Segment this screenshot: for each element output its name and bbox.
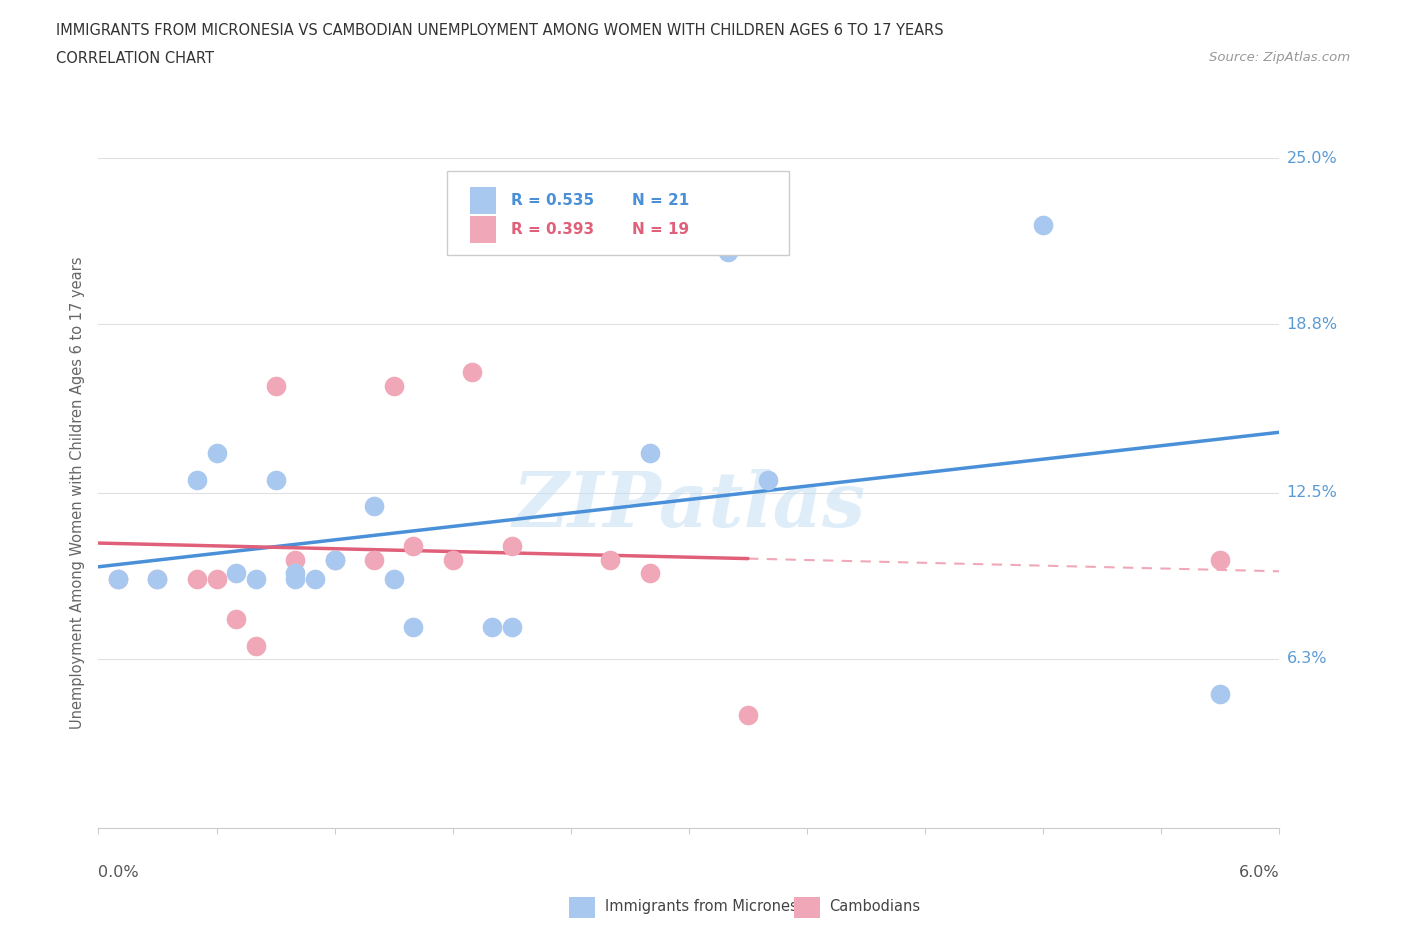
Text: ZIPatlas: ZIPatlas (512, 470, 866, 543)
Text: Source: ZipAtlas.com: Source: ZipAtlas.com (1209, 51, 1350, 64)
Point (1209, 552, 1232, 567)
Point (382, 571, 405, 586)
Point (737, 708, 759, 723)
Text: R = 0.535: R = 0.535 (510, 193, 593, 207)
Point (441, 552, 464, 567)
Point (402, 539, 425, 554)
Point (304, 571, 326, 586)
Point (481, 619, 503, 634)
Point (146, 571, 169, 586)
Text: N = 19: N = 19 (633, 222, 689, 237)
Point (461, 365, 484, 379)
Point (363, 498, 385, 513)
Point (756, 472, 779, 487)
Point (245, 638, 267, 653)
Bar (471, 217, 496, 243)
Point (107, 571, 129, 586)
Point (284, 565, 307, 580)
Point (323, 552, 346, 567)
Text: IMMIGRANTS FROM MICRONESIA VS CAMBODIAN UNEMPLOYMENT AMONG WOMEN WITH CHILDREN A: IMMIGRANTS FROM MICRONESIA VS CAMBODIAN … (56, 23, 943, 38)
Text: 0.0%: 0.0% (98, 865, 139, 880)
Point (186, 472, 208, 487)
Point (501, 619, 523, 634)
Point (1209, 686, 1232, 701)
Bar (471, 187, 496, 214)
Point (501, 539, 523, 554)
Text: R = 0.393: R = 0.393 (510, 222, 593, 237)
Point (264, 379, 287, 393)
Point (638, 565, 661, 580)
Text: CORRELATION CHART: CORRELATION CHART (56, 51, 214, 66)
Text: 6.0%: 6.0% (1239, 865, 1279, 880)
Text: 12.5%: 12.5% (1286, 485, 1337, 500)
Point (186, 571, 208, 586)
Point (323, 552, 346, 567)
Text: 18.8%: 18.8% (1286, 316, 1337, 332)
Point (1032, 218, 1054, 232)
Point (146, 571, 169, 586)
Point (205, 571, 228, 586)
Point (402, 619, 425, 634)
Point (717, 245, 740, 259)
Text: Immigrants from Micronesia: Immigrants from Micronesia (605, 899, 810, 914)
Point (107, 571, 129, 586)
Point (363, 552, 385, 567)
FancyBboxPatch shape (447, 171, 789, 255)
Point (599, 552, 621, 567)
Point (225, 611, 247, 626)
Point (382, 379, 405, 393)
Point (245, 571, 267, 586)
Point (225, 565, 247, 580)
Point (264, 472, 287, 487)
Point (205, 445, 228, 460)
Text: Cambodians: Cambodians (830, 899, 921, 914)
Point (284, 552, 307, 567)
Point (638, 445, 661, 460)
Text: N = 21: N = 21 (633, 193, 689, 207)
Text: 25.0%: 25.0% (1286, 151, 1337, 166)
Y-axis label: Unemployment Among Women with Children Ages 6 to 17 years: Unemployment Among Women with Children A… (70, 257, 86, 729)
Text: 6.3%: 6.3% (1286, 651, 1327, 667)
Point (284, 571, 307, 586)
